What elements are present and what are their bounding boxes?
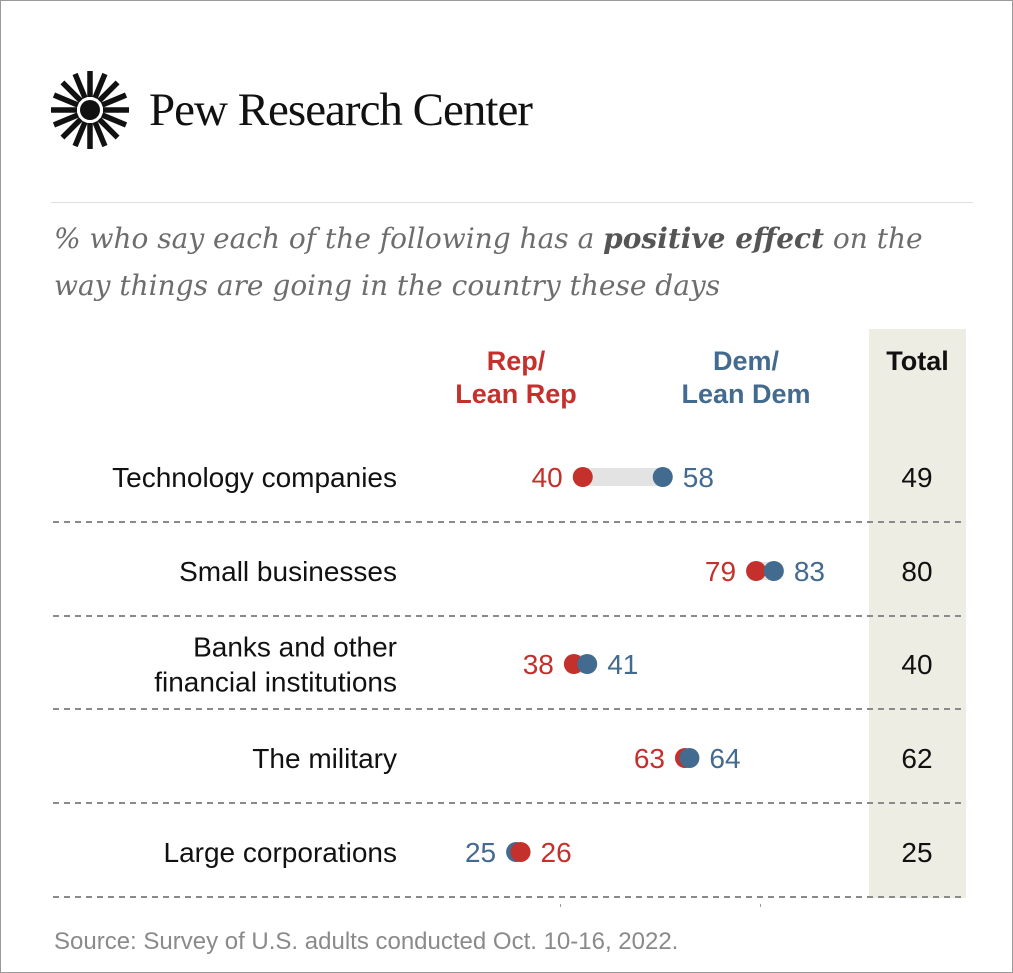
legend-rep-line1: Rep/ [486, 346, 546, 376]
rep-dot [510, 842, 531, 862]
legend-rep-line2: Lean Rep [455, 379, 577, 409]
logo-ray [60, 117, 83, 140]
pew-logo-icon [51, 71, 129, 149]
source-note: Source: Survey of U.S. adults conducted … [54, 928, 679, 955]
subtitle-bold: positive effect [603, 222, 824, 255]
subtitle-post: on the way things are going in the count… [54, 222, 923, 302]
logo-ray [72, 120, 88, 148]
dem-dot [577, 654, 598, 674]
logo-ray [60, 80, 83, 103]
legend-rep: Rep/Lean Rep [431, 345, 601, 411]
logo-ray [52, 112, 80, 128]
dem-dot [763, 561, 784, 581]
dem-dot [652, 467, 673, 487]
chart-subtitle: % who say each of the following has a po… [54, 215, 974, 309]
value-label-high: 64 [709, 743, 740, 774]
legend-dem-line1: Dem/ [712, 346, 780, 376]
value-label-high: 26 [541, 837, 572, 868]
brand-name: Pew Research Center [149, 84, 533, 136]
subtitle-pre: % who say each of the following has a [54, 222, 604, 255]
total-value: 49 [901, 462, 932, 493]
dem-dot [679, 748, 700, 768]
logo-ray [92, 72, 108, 100]
logo-center [80, 100, 100, 120]
value-label-high: 41 [607, 649, 638, 680]
category-label: Technology companies [112, 462, 397, 493]
value-label-low: 25 [465, 837, 496, 868]
logo-ray [100, 112, 128, 128]
legend-dem-line2: Lean Dem [681, 379, 811, 409]
value-label-low: 63 [634, 743, 665, 774]
value-label-low: 40 [532, 462, 563, 493]
total-value: 40 [901, 649, 932, 680]
category-label: Large corporations [164, 837, 397, 868]
total-value: 62 [901, 743, 932, 774]
rep-dot [572, 467, 593, 487]
logo-ray [72, 72, 88, 100]
total-value: 25 [901, 837, 932, 868]
total-value: 80 [901, 556, 932, 587]
category-label: financial institutions [154, 667, 397, 698]
logo-ray [52, 92, 80, 108]
value-label-high: 83 [794, 556, 825, 587]
category-label: Banks and other [193, 632, 397, 663]
logo-ray [97, 80, 120, 103]
value-label-low: 79 [705, 556, 736, 587]
legend-total: Total [886, 346, 949, 376]
value-label-low: 38 [523, 649, 554, 680]
value-label-high: 58 [683, 462, 714, 493]
logo-ray [92, 120, 108, 148]
category-label: Small businesses [179, 556, 397, 587]
logo-ray [100, 92, 128, 108]
rep-dot [746, 561, 767, 581]
logo-ray [97, 117, 120, 140]
category-label: The military [252, 743, 397, 774]
legend-dem: Dem/Lean Dem [661, 345, 831, 411]
divider [51, 202, 973, 203]
